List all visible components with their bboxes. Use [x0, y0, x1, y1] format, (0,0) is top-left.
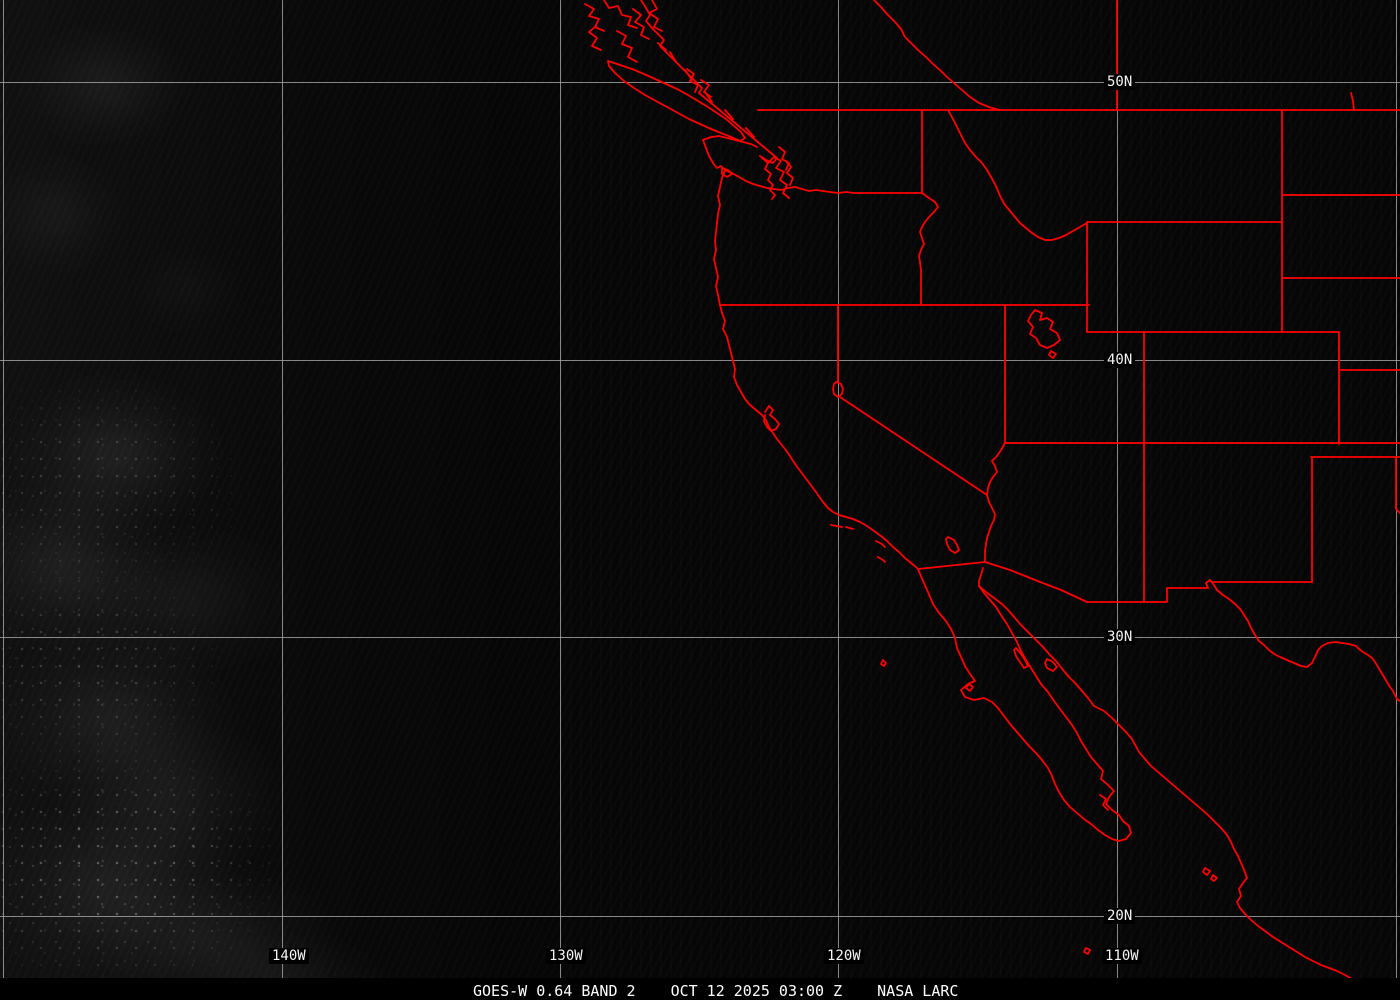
lon-label-120w: 120W	[824, 948, 864, 964]
baja-california-peninsula	[917, 568, 1132, 842]
gridline-140w	[282, 0, 283, 982]
gridline-120w	[838, 0, 839, 982]
cloud-blob	[0, 620, 240, 820]
cloud-speckle	[0, 560, 230, 770]
lon-label-130w: 130W	[546, 948, 586, 964]
lat-label-50n: 50N	[1104, 74, 1136, 90]
california-nevada-border	[832, 304, 988, 496]
vancouver-island-coast	[607, 60, 746, 142]
cloud-blob	[0, 780, 250, 1000]
cloud-speckle	[0, 740, 290, 990]
caption-credit: NASA LARC	[877, 982, 959, 1000]
cloud-blob	[50, 520, 310, 680]
small-island	[1083, 947, 1091, 955]
mexico-mainland-coast	[978, 585, 1373, 992]
olympic-coast	[702, 139, 726, 171]
cloud-blob	[0, 150, 130, 280]
rio-grande	[1205, 579, 1400, 702]
strait-juan-de-fuca	[702, 135, 758, 148]
us-state-borders	[719, 109, 1400, 603]
texas-oklahoma-border-100w	[1395, 456, 1400, 514]
bc-alberta-border	[873, 0, 1000, 111]
channel-islands	[830, 524, 886, 563]
bc-islands	[584, 0, 712, 98]
idaho-montana-border	[947, 109, 1088, 241]
oregon-idaho-border	[918, 192, 939, 306]
puget-sound	[761, 146, 794, 200]
caption-datetime: OCT 12 2025 03:00 Z	[670, 982, 843, 1000]
california-mexico-border	[917, 561, 986, 570]
caption-instrument: GOES-W 0.64 BAND 2	[473, 982, 636, 1000]
nevada-arizona-colorado-river	[984, 442, 1006, 563]
washington-oregon-border	[724, 169, 923, 194]
gridline-110w	[1117, 0, 1118, 982]
bc-fjords	[657, 42, 755, 138]
lat-label-30n: 30N	[1104, 629, 1136, 645]
gridline-20n	[0, 916, 1400, 917]
cloud-blob	[0, 470, 170, 660]
lon-label-110w: 110W	[1102, 948, 1142, 964]
colorado-river-delta	[978, 567, 984, 587]
arizona-newmexico-mexico-border	[984, 561, 1209, 603]
columbia-river-mouth	[721, 167, 733, 178]
la-paz-bay	[1099, 794, 1109, 811]
islas-tres-marias	[1202, 867, 1218, 882]
lat-label-40n: 40N	[1104, 352, 1136, 368]
pacific-coastline	[713, 169, 960, 667]
scan-stripe-artifact-vertical	[560, 0, 1400, 1000]
gridline-40n	[0, 360, 1400, 361]
lon-label-140w: 140W	[269, 948, 309, 964]
isla-tiburon	[1044, 658, 1058, 672]
lakes	[1027, 309, 1061, 359]
gridline-130w	[560, 0, 561, 982]
canada-borders	[757, 0, 1400, 111]
san-francisco-bay	[763, 405, 780, 432]
mexico-borders-coast	[917, 561, 1400, 992]
cloud-blob	[10, 20, 200, 150]
lat-label-20n: 20N	[1104, 908, 1136, 924]
guadalupe-island	[880, 659, 887, 667]
bc-mainland-coast	[640, 0, 778, 164]
gridline-150w	[3, 0, 4, 982]
cloud-blob	[0, 370, 230, 540]
west-coast	[713, 169, 919, 570]
salton-sea	[945, 536, 960, 554]
cloud-speckle	[0, 370, 250, 600]
image-caption: GOES-W 0.64 BAND 2 OCT 12 2025 03:00 Z N…	[473, 984, 958, 999]
saskatchewan-manitoba-border	[1350, 92, 1355, 111]
caption-bar	[0, 978, 1400, 1000]
cloud-blob	[90, 860, 350, 1000]
isla-angel-de-la-guarda	[1013, 647, 1029, 669]
utah-lake	[1048, 350, 1057, 359]
gridline-50n	[0, 82, 1400, 83]
isla-cedros	[965, 683, 974, 692]
great-salt-lake	[1027, 309, 1061, 349]
gridline-30n	[0, 637, 1400, 638]
cloud-blob	[60, 710, 290, 890]
cloud-blob	[120, 240, 250, 340]
bc-coast-vancouver-island	[584, 0, 794, 200]
